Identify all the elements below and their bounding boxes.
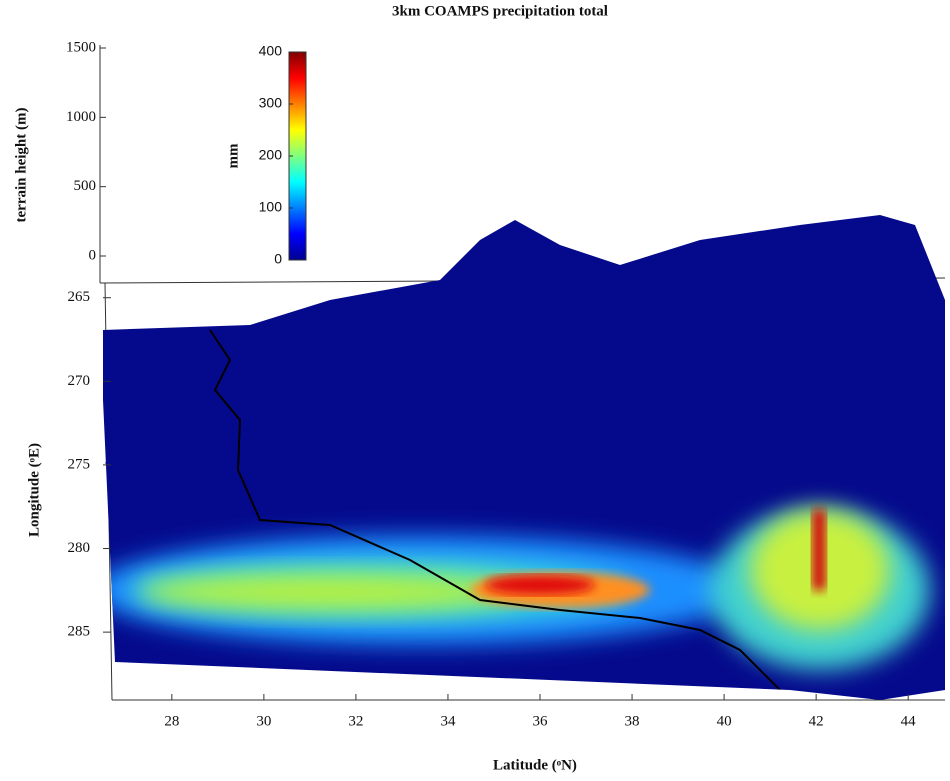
y-tick-label: 270 — [68, 373, 91, 389]
y-tick-label: 275 — [68, 456, 91, 472]
z-axis-label: terrain height (m) — [13, 108, 29, 223]
x-tick-label: 44 — [901, 713, 917, 729]
surface — [103, 215, 945, 700]
x-tick-label: 34 — [440, 713, 456, 729]
y-axis-label: Longitude (ᵒE) — [26, 443, 42, 537]
colorbar-tick-label: 100 — [259, 199, 283, 215]
chart-title: 3km COAMPS precipitation total — [392, 3, 608, 19]
colorbar-tick-label: 400 — [259, 43, 283, 59]
colorbar-tick-label: 200 — [259, 147, 283, 163]
colorbar-label: mm — [225, 143, 241, 168]
x-tick-label: 30 — [256, 713, 271, 729]
y-tick-label: 265 — [68, 289, 91, 305]
x-tick-label: 40 — [717, 713, 732, 729]
x-tick-label: 36 — [533, 713, 549, 729]
x-tick-label: 32 — [348, 713, 363, 729]
y-tick-label: 285 — [68, 624, 91, 640]
x-tick-label: 38 — [625, 713, 640, 729]
z-tick-label: 1500 — [66, 39, 96, 55]
y-tick-label: 280 — [68, 540, 91, 556]
z-tick-label: 1000 — [66, 109, 96, 125]
z-tick-label: 0 — [89, 247, 97, 263]
x-tick-label: 42 — [809, 713, 824, 729]
x-axis-label: Latitude (ᵒN) — [493, 757, 577, 773]
z-tick-label: 500 — [74, 178, 97, 194]
x-tick-label: 28 — [164, 713, 179, 729]
colorbar-tick-label: 300 — [259, 95, 283, 111]
colorbar-tick-label: 0 — [274, 251, 282, 267]
